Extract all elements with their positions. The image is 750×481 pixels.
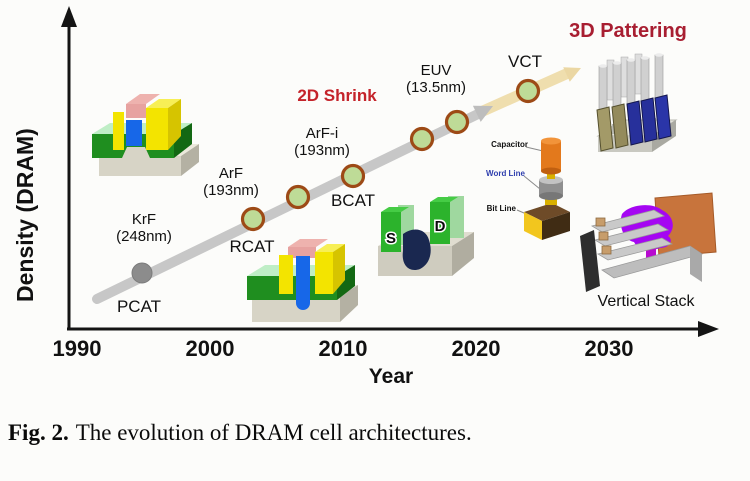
bcat-label: BCAT: [330, 191, 376, 210]
bcat-drain-letter: D: [435, 218, 446, 235]
diagram-canvas: S D: [61, 6, 719, 337]
caption-text: The evolution of DRAM cell architectures…: [75, 420, 472, 445]
euv-node-1: [409, 126, 435, 152]
vct-node: [515, 78, 541, 104]
bcat-structure-illustration: S D: [378, 196, 474, 276]
rcat-node: [240, 206, 266, 232]
3d-pattering-structure-illustration: [596, 53, 678, 152]
arf-label: ArF (193nm): [203, 165, 259, 200]
bcat-node: [340, 163, 366, 189]
y-axis-title: Density (DRAM): [12, 128, 38, 302]
pcat-structure-illustration: [92, 94, 199, 176]
figure-caption: Fig. 2. The evolution of DRAM cell archit…: [8, 420, 472, 446]
x-tick-2020: 2020: [451, 336, 501, 361]
capacitor-label: Capacitor: [491, 140, 528, 149]
bcat-source-letter: S: [386, 230, 396, 247]
pcat-label: PCAT: [116, 297, 162, 316]
rcat-structure-illustration: [247, 239, 358, 322]
euv-label: EUV (13.5nm): [405, 62, 467, 97]
x-tick-2010: 2010: [318, 336, 368, 361]
word-line-label: Word Line: [486, 169, 525, 178]
y-axis-arrowhead: [61, 6, 77, 27]
x-tick-2030: 2030: [584, 336, 634, 361]
euv-node-2: [444, 109, 470, 135]
cell-structure-illustration: [516, 137, 570, 240]
rcat-label: RCAT: [229, 237, 275, 256]
vct-label: VCT: [508, 52, 542, 71]
arfi-node: [285, 184, 311, 210]
krf-label: KrF (248nm): [116, 211, 172, 246]
3d-pattering-label: 3D Pattering: [569, 20, 687, 42]
arfi-label: ArF-i (193nm): [294, 125, 350, 160]
milestone-nodes: [131, 78, 541, 284]
x-tick-1990: 1990: [52, 336, 102, 361]
vertical-stack-structure-illustration: [580, 192, 717, 292]
x-axis-title: Year: [368, 365, 414, 388]
y-axis: [61, 6, 77, 330]
x-axis-arrowhead: [698, 321, 719, 337]
caption-prefix: Fig. 2.: [8, 420, 69, 445]
bit-line-label: Bit Line: [486, 204, 516, 213]
x-tick-2000: 2000: [185, 336, 235, 361]
2d-shrink-label: 2D Shrink: [297, 86, 377, 105]
x-axis: [67, 321, 719, 337]
pcat-node: [131, 262, 153, 284]
vertical-stack-label: Vertical Stack: [597, 293, 695, 310]
